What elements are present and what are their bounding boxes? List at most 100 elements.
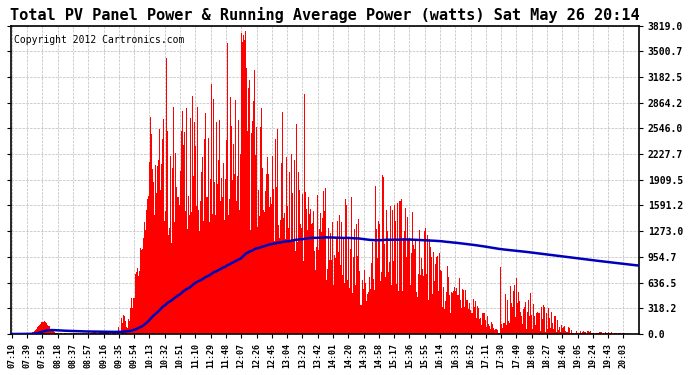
Bar <box>202 157 203 334</box>
Bar <box>542 319 543 334</box>
Bar <box>143 238 144 334</box>
Bar <box>426 284 427 334</box>
Bar <box>164 221 165 334</box>
Bar <box>603 333 604 334</box>
Bar <box>187 229 188 334</box>
Bar <box>35 330 36 334</box>
Bar <box>376 229 377 334</box>
Bar <box>213 99 214 334</box>
Bar <box>484 313 485 334</box>
Bar <box>486 327 487 334</box>
Bar <box>403 238 404 334</box>
Bar <box>282 112 283 334</box>
Bar <box>503 323 504 334</box>
Bar <box>368 276 369 334</box>
Bar <box>576 332 578 334</box>
Bar <box>543 305 544 334</box>
Bar <box>591 333 592 334</box>
Bar <box>309 214 310 334</box>
Bar <box>298 172 299 334</box>
Bar <box>45 322 46 334</box>
Bar <box>609 333 610 334</box>
Bar <box>252 182 253 334</box>
Bar <box>371 263 372 334</box>
Bar <box>560 332 561 334</box>
Title: Total PV Panel Power & Running Average Power (watts) Sat May 26 20:14: Total PV Panel Power & Running Average P… <box>10 7 640 23</box>
Bar <box>40 324 41 334</box>
Bar <box>41 322 42 334</box>
Bar <box>243 34 244 334</box>
Bar <box>459 283 460 334</box>
Bar <box>514 285 515 334</box>
Bar <box>369 278 370 334</box>
Bar <box>152 169 153 334</box>
Bar <box>353 257 354 334</box>
Bar <box>563 329 564 334</box>
Bar <box>235 100 236 334</box>
Bar <box>389 262 390 334</box>
Bar <box>349 288 350 334</box>
Bar <box>118 327 119 334</box>
Bar <box>61 333 62 334</box>
Bar <box>333 285 334 334</box>
Bar <box>607 333 608 334</box>
Bar <box>395 220 396 334</box>
Bar <box>239 210 240 334</box>
Bar <box>157 216 158 334</box>
Bar <box>324 211 325 334</box>
Bar <box>420 269 422 334</box>
Bar <box>285 239 286 334</box>
Bar <box>191 211 192 334</box>
Bar <box>519 301 520 334</box>
Bar <box>205 114 206 334</box>
Bar <box>435 264 436 334</box>
Bar <box>375 186 376 334</box>
Bar <box>114 332 115 334</box>
Bar <box>474 307 475 334</box>
Bar <box>249 80 250 334</box>
Bar <box>347 280 348 334</box>
Bar <box>209 222 210 334</box>
Bar <box>445 301 446 334</box>
Bar <box>428 300 429 334</box>
Bar <box>518 292 519 334</box>
Bar <box>341 222 342 334</box>
Bar <box>377 177 378 334</box>
Bar <box>179 167 181 334</box>
Bar <box>370 288 371 334</box>
Bar <box>230 97 231 334</box>
Bar <box>44 321 45 334</box>
Bar <box>476 318 477 334</box>
Bar <box>37 327 38 334</box>
Bar <box>415 239 416 334</box>
Bar <box>260 127 261 334</box>
Bar <box>511 303 512 334</box>
Bar <box>352 285 353 334</box>
Bar <box>405 208 406 334</box>
Bar <box>566 331 567 334</box>
Bar <box>279 238 280 334</box>
Bar <box>280 220 281 334</box>
Bar <box>297 242 298 334</box>
Bar <box>384 178 385 334</box>
Bar <box>326 280 327 334</box>
Bar <box>463 290 464 334</box>
Bar <box>30 333 31 334</box>
Bar <box>295 251 296 334</box>
Bar <box>568 327 569 334</box>
Bar <box>378 221 380 334</box>
Bar <box>104 333 105 334</box>
Bar <box>207 196 208 334</box>
Bar <box>130 308 131 334</box>
Bar <box>465 290 466 334</box>
Bar <box>222 197 224 334</box>
Bar <box>211 84 212 334</box>
Bar <box>334 255 335 334</box>
Bar <box>148 196 149 334</box>
Bar <box>88 333 89 334</box>
Bar <box>149 162 150 334</box>
Bar <box>231 126 232 334</box>
Bar <box>268 174 269 334</box>
Bar <box>289 172 290 334</box>
Bar <box>506 325 507 334</box>
